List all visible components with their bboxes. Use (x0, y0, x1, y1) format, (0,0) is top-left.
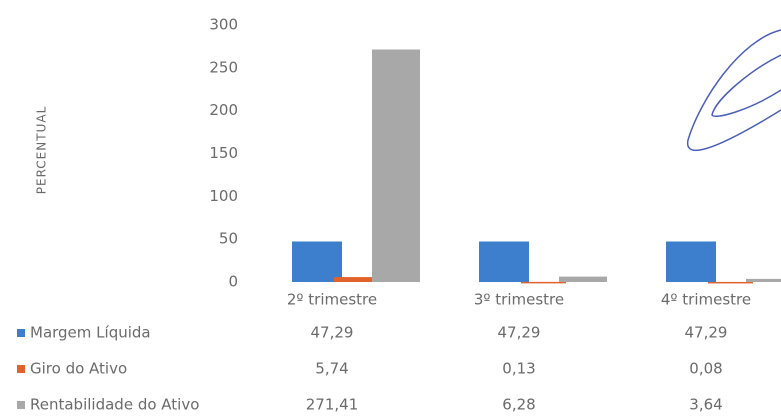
x-tick-label: 2º trimestre (287, 291, 377, 309)
bar (746, 278, 781, 282)
legend-label: Rentabilidade do Ativo (30, 396, 199, 414)
bar (479, 241, 529, 282)
y-tick-label: 0 (228, 273, 238, 291)
value-label: 0,13 (502, 360, 535, 378)
value-label: 47,29 (498, 324, 541, 342)
y-tick-label: 150 (209, 144, 238, 162)
y-tick-label: 250 (209, 58, 238, 76)
legend-label: Margem Líquida (30, 324, 151, 342)
value-label: 6,28 (502, 396, 535, 414)
value-label: 0,08 (689, 360, 722, 378)
value-label: 5,74 (315, 360, 348, 378)
bar (292, 241, 342, 282)
bar (666, 241, 716, 282)
x-tick-label: 3º trimestre (474, 291, 564, 309)
legend-marker (17, 329, 25, 337)
legend-label: Giro do Ativo (30, 360, 127, 378)
value-label: 47,29 (311, 324, 354, 342)
value-label: 47,29 (685, 324, 728, 342)
bar (372, 49, 420, 283)
y-tick-label: 200 (209, 101, 238, 119)
value-label: 271,41 (306, 396, 359, 414)
bar (559, 276, 607, 282)
y-axis-label: PERCENTUAL (35, 106, 49, 195)
legend-marker (17, 401, 25, 409)
y-tick-label: 50 (219, 230, 238, 248)
annotation-drawing (686, 29, 781, 152)
value-label: 3,64 (689, 396, 722, 414)
x-tick-label: 4º trimestre (661, 291, 751, 309)
bar (521, 281, 566, 284)
bar (334, 277, 379, 282)
bar (708, 281, 753, 284)
y-tick-label: 100 (209, 187, 238, 205)
legend-marker (17, 365, 25, 373)
y-tick-label: 300 (209, 16, 238, 34)
